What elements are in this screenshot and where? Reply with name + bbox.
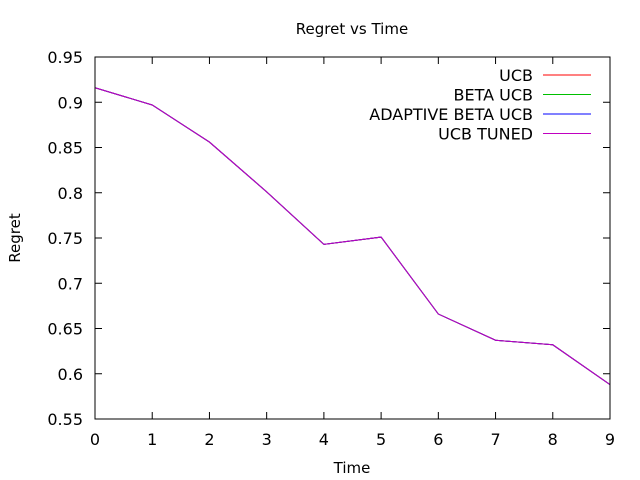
legend-label: UCB (499, 66, 533, 85)
x-tick-label: 4 (319, 430, 329, 449)
y-tick-label: 0.6 (58, 365, 83, 384)
x-tick-label: 7 (490, 430, 500, 449)
x-tick-label: 5 (376, 430, 386, 449)
x-axis-title: Time (333, 459, 371, 477)
x-tick-label: 6 (433, 430, 443, 449)
x-tick-label: 8 (548, 430, 558, 449)
y-tick-label: 0.65 (47, 320, 83, 339)
y-tick-label: 0.7 (58, 274, 83, 293)
y-tick-label: 0.95 (47, 48, 83, 67)
legend-label: ADAPTIVE BETA UCB (369, 105, 533, 124)
x-tick-label: 0 (90, 430, 100, 449)
y-tick-label: 0.85 (47, 139, 83, 158)
y-axis-title: Regret (6, 213, 24, 263)
x-tick-label: 9 (605, 430, 615, 449)
series-lines (94, 87, 611, 386)
legend-label: UCB TUNED (438, 125, 533, 144)
x-tick-label: 2 (204, 430, 214, 449)
series-line-ucb-tuned (94, 87, 611, 386)
y-tick-label: 0.75 (47, 229, 83, 248)
x-tick-label: 1 (147, 430, 157, 449)
chart-title: Regret vs Time (296, 20, 408, 38)
plot-frame (94, 56, 611, 420)
y-tick-label: 0.55 (47, 410, 83, 429)
y-tick-label: 0.9 (58, 93, 83, 112)
y-tick-label: 0.8 (58, 184, 83, 203)
legend-label: BETA UCB (453, 86, 533, 105)
x-tick-label: 3 (262, 430, 272, 449)
